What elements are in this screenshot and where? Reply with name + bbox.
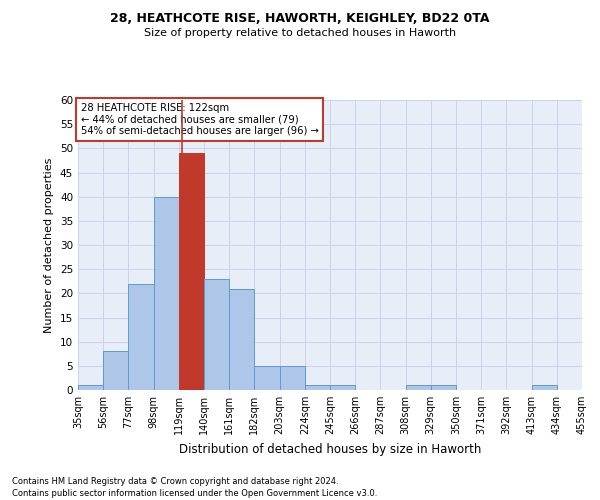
Bar (128, 284, 154, 390)
Bar (280, 366, 305, 390)
Bar (330, 385, 355, 390)
Bar (179, 153, 204, 390)
Text: Contains HM Land Registry data © Crown copyright and database right 2024.: Contains HM Land Registry data © Crown c… (12, 478, 338, 486)
Bar (431, 385, 456, 390)
Bar (582, 385, 600, 390)
Text: Distribution of detached houses by size in Haworth: Distribution of detached houses by size … (179, 442, 481, 456)
Bar (406, 385, 431, 390)
Y-axis label: Number of detached properties: Number of detached properties (44, 158, 55, 332)
Bar (229, 288, 254, 390)
Text: Contains public sector information licensed under the Open Government Licence v3: Contains public sector information licen… (12, 489, 377, 498)
Bar (154, 196, 179, 390)
Bar (532, 385, 557, 390)
Bar (305, 385, 330, 390)
Text: 28, HEATHCOTE RISE, HAWORTH, KEIGHLEY, BD22 0TA: 28, HEATHCOTE RISE, HAWORTH, KEIGHLEY, B… (110, 12, 490, 26)
Bar (78, 385, 103, 390)
Bar (204, 279, 229, 390)
Text: Size of property relative to detached houses in Haworth: Size of property relative to detached ho… (144, 28, 456, 38)
Bar (103, 352, 128, 390)
Text: 28 HEATHCOTE RISE: 122sqm
← 44% of detached houses are smaller (79)
54% of semi-: 28 HEATHCOTE RISE: 122sqm ← 44% of detac… (80, 103, 319, 136)
Bar (254, 366, 280, 390)
